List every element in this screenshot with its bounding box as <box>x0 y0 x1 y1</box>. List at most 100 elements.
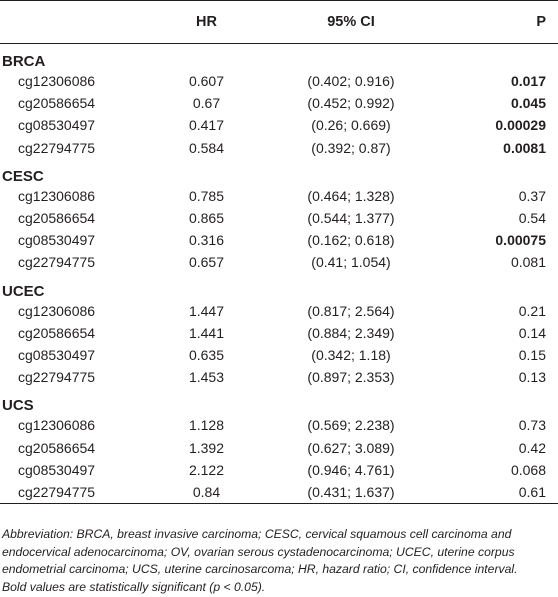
table-row: cg22794775 0.584 (0.392; 0.87) 0.0081 <box>0 137 558 159</box>
header-ci: 95% CI <box>327 14 375 30</box>
table-row: cg12306086 1.447 (0.817; 2.564) 0.21 <box>0 300 558 322</box>
probe-cell: cg12306086 <box>18 302 96 319</box>
probe-cell: cg20586654 <box>18 210 96 227</box>
ci-cell: (0.392; 0.87) <box>311 139 391 156</box>
ci-cell: (0.569; 2.238) <box>307 417 395 434</box>
hr-cell: 1.392 <box>188 439 225 456</box>
abbreviation-note: Abbreviation: BRCA, breast invasive carc… <box>2 527 518 576</box>
table-row: cg20586654 1.441 (0.884; 2.349) 0.14 <box>0 322 558 344</box>
hr-cell: 0.316 <box>188 232 225 249</box>
ci-cell: (0.897; 2.353) <box>307 369 395 386</box>
p-value-cell: 0.0081 <box>503 139 546 156</box>
probe-cell: cg22794775 <box>18 369 96 386</box>
significance-note: Bold values are statistically significan… <box>2 579 266 594</box>
ci-cell: (0.452; 0.992) <box>307 95 395 112</box>
table-footnotes: Abbreviation: BRCA, breast invasive carc… <box>2 526 554 596</box>
p-value-cell: 0.54 <box>518 210 546 227</box>
header-p: P <box>536 14 546 30</box>
p-value-cell: 0.00029 <box>495 117 546 134</box>
table-row: cg12306086 0.607 (0.402; 0.916) 0.017 <box>0 70 558 92</box>
table-row: cg08530497 2.122 (0.946; 4.761) 0.068 <box>0 459 558 481</box>
p-value-cell: 0.61 <box>518 483 546 500</box>
hr-cell: 0.657 <box>188 254 225 271</box>
table-row: cg20586654 0.865 (0.544; 1.377) 0.54 <box>0 207 558 229</box>
table-row: cg20586654 1.392 (0.627; 3.089) 0.42 <box>0 436 558 458</box>
table-row: cg22794775 0.84 (0.431; 1.637) 0.61 <box>0 481 558 504</box>
table-row: cg12306086 0.785 (0.464; 1.328) 0.37 <box>0 185 558 207</box>
probe-cell: cg20586654 <box>18 324 96 341</box>
p-value-cell: 0.15 <box>518 346 546 363</box>
p-value-cell: 0.21 <box>518 302 546 319</box>
hr-cell: 2.122 <box>188 461 225 478</box>
probe-cell: cg22794775 <box>18 139 96 156</box>
probe-cell: cg12306086 <box>18 73 96 90</box>
p-value-cell: 0.73 <box>518 417 546 434</box>
probe-cell: cg08530497 <box>18 117 96 134</box>
ci-cell: (0.162; 0.618) <box>307 232 395 249</box>
hr-cell: 0.865 <box>188 210 225 227</box>
hr-cell: 1.441 <box>188 324 225 341</box>
table-row: cg08530497 0.316 (0.162; 0.618) 0.00075 <box>0 229 558 251</box>
hr-cell: 1.128 <box>188 417 225 434</box>
probe-cell: cg08530497 <box>18 461 96 478</box>
p-value-cell: 0.068 <box>510 461 546 478</box>
group-row: UCEC <box>0 274 558 300</box>
hr-cell: 0.584 <box>188 139 225 156</box>
probe-cell: cg12306086 <box>18 417 96 434</box>
ci-cell: (0.817; 2.564) <box>307 302 395 319</box>
ci-cell: (0.544; 1.377) <box>307 210 395 227</box>
table-header: HR 95% CI P <box>0 0 558 44</box>
hr-cell: 0.607 <box>188 73 225 90</box>
ci-cell: (0.41; 1.054) <box>311 254 391 271</box>
table-row: cg08530497 0.635 (0.342; 1.18) 0.15 <box>0 344 558 366</box>
hr-cell: 0.84 <box>192 483 221 500</box>
p-value-cell: 0.37 <box>518 187 546 204</box>
p-value-cell: 0.00075 <box>495 232 546 249</box>
group-row: BRCA <box>0 44 558 70</box>
ci-cell: (0.431; 1.637) <box>307 483 395 500</box>
table-row: cg22794775 0.657 (0.41; 1.054) 0.081 <box>0 251 558 273</box>
header-hr: HR <box>196 14 217 30</box>
p-value-cell: 0.14 <box>518 324 546 341</box>
hr-cell: 0.635 <box>188 346 225 363</box>
probe-cell: cg22794775 <box>18 254 96 271</box>
probe-cell: cg20586654 <box>18 439 96 456</box>
table-row: cg12306086 1.128 (0.569; 2.238) 0.73 <box>0 414 558 436</box>
p-value-cell: 0.045 <box>510 95 546 112</box>
ci-cell: (0.402; 0.916) <box>307 73 395 90</box>
hr-cell: 0.785 <box>188 187 225 204</box>
group-row: UCS <box>0 388 558 414</box>
group-label: BRCA <box>2 53 46 70</box>
group-label: CESC <box>2 167 44 185</box>
group-row: CESC <box>0 159 558 185</box>
ci-cell: (0.627; 3.089) <box>307 439 395 456</box>
probe-cell: cg20586654 <box>18 95 96 112</box>
ci-cell: (0.464; 1.328) <box>307 187 395 204</box>
probe-cell: cg12306086 <box>18 187 96 204</box>
probe-cell: cg08530497 <box>18 346 96 363</box>
ci-cell: (0.946; 4.761) <box>307 461 395 478</box>
hr-cell: 1.453 <box>188 369 225 386</box>
hr-cell: 0.67 <box>192 95 221 112</box>
p-value-cell: 0.42 <box>518 439 546 456</box>
probe-cell: cg22794775 <box>18 483 96 500</box>
hr-cell: 0.417 <box>188 117 225 134</box>
header-row: HR 95% CI P <box>0 0 558 44</box>
results-table: HR 95% CI P BRCA cg12306086 0.607 (0.402; 0… <box>0 0 558 504</box>
group-label: UCS <box>2 397 34 415</box>
table-row: cg20586654 0.67 (0.452; 0.992) 0.045 <box>0 92 558 114</box>
ci-cell: (0.884; 2.349) <box>307 324 395 341</box>
p-value-cell: 0.13 <box>518 369 546 386</box>
ci-cell: (0.26; 0.669) <box>311 117 391 134</box>
ci-cell: (0.342; 1.18) <box>311 346 391 363</box>
p-value-cell: 0.081 <box>510 254 546 271</box>
table-row: cg22794775 1.453 (0.897; 2.353) 0.13 <box>0 366 558 388</box>
probe-cell: cg08530497 <box>18 232 96 249</box>
header-label <box>0 1 141 44</box>
group-label: UCEC <box>2 282 45 300</box>
hr-cell: 1.447 <box>188 302 225 319</box>
p-value-cell: 0.017 <box>510 73 546 90</box>
table-body: BRCA cg12306086 0.607 (0.402; 0.916) 0.017 cg… <box>0 44 558 504</box>
table-row: cg08530497 0.417 (0.26; 0.669) 0.00029 <box>0 114 558 136</box>
